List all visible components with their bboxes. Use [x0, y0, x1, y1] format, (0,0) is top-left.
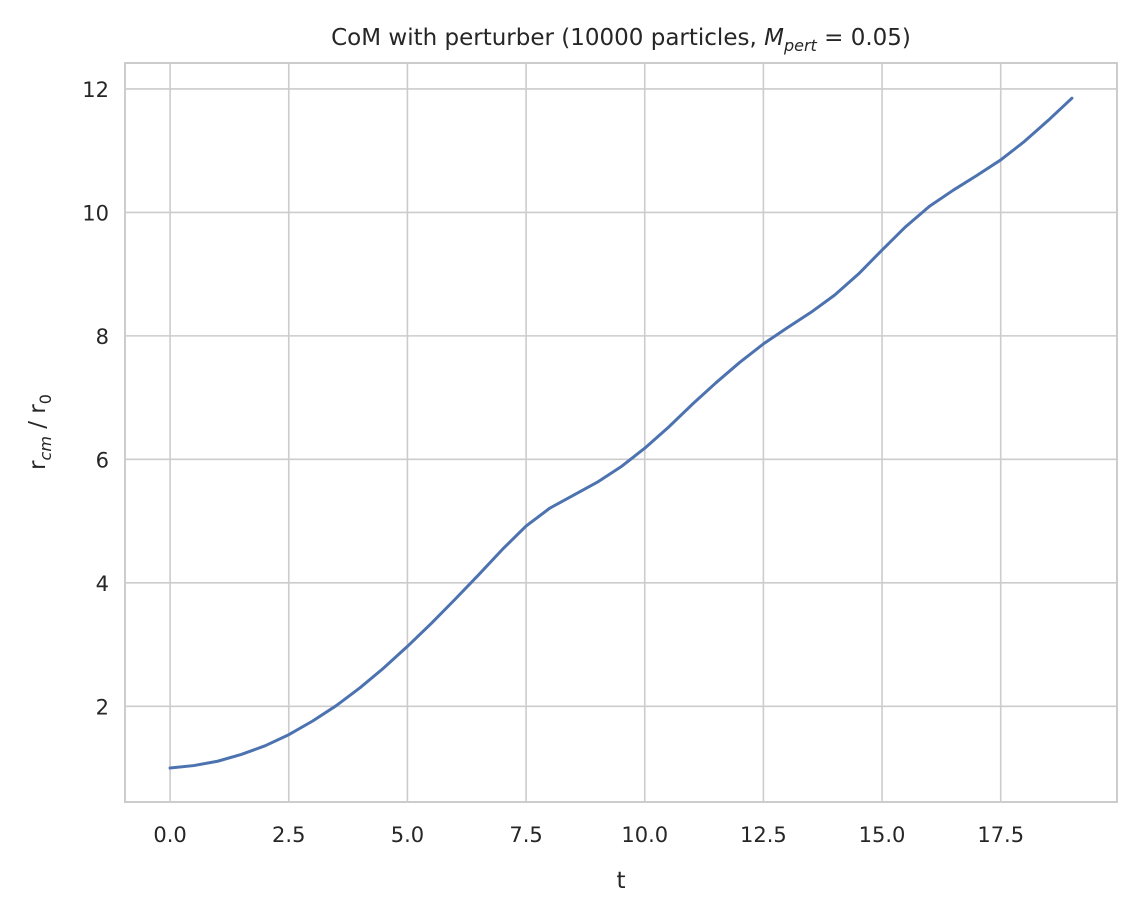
chart-title: CoM with perturber (10000 particles, Mpe…: [331, 25, 911, 55]
y-tick-label: 4: [96, 572, 109, 596]
x-tick-label: 17.5: [977, 823, 1024, 847]
y-tick-label: 10: [82, 201, 109, 225]
x-tick-label: 12.5: [740, 823, 787, 847]
x-tick-label: 2.5: [272, 823, 305, 847]
y-tick-label: 2: [96, 695, 109, 719]
y-tick-label: 6: [96, 448, 109, 472]
x-tick-labels: 0.0 2.5 5.0 7.5 10.0 12.5 15.0 17.5: [153, 823, 1024, 847]
x-tick-label: 0.0: [153, 823, 186, 847]
x-tick-label: 10.0: [621, 823, 668, 847]
plot-frame: [124, 62, 1118, 803]
series-line: [168, 96, 1074, 770]
x-tick-label: 15.0: [859, 823, 906, 847]
y-tick-label: 12: [82, 78, 109, 102]
y-tick-labels: 2 4 6 8 10 12: [82, 78, 109, 719]
x-tick-label: 5.0: [391, 823, 424, 847]
grid: [125, 63, 1117, 802]
x-axis-label: t: [616, 868, 625, 894]
x-tick-label: 7.5: [509, 823, 542, 847]
y-axis-label: rcm / r0: [25, 394, 55, 470]
y-tick-label: 8: [96, 325, 109, 349]
